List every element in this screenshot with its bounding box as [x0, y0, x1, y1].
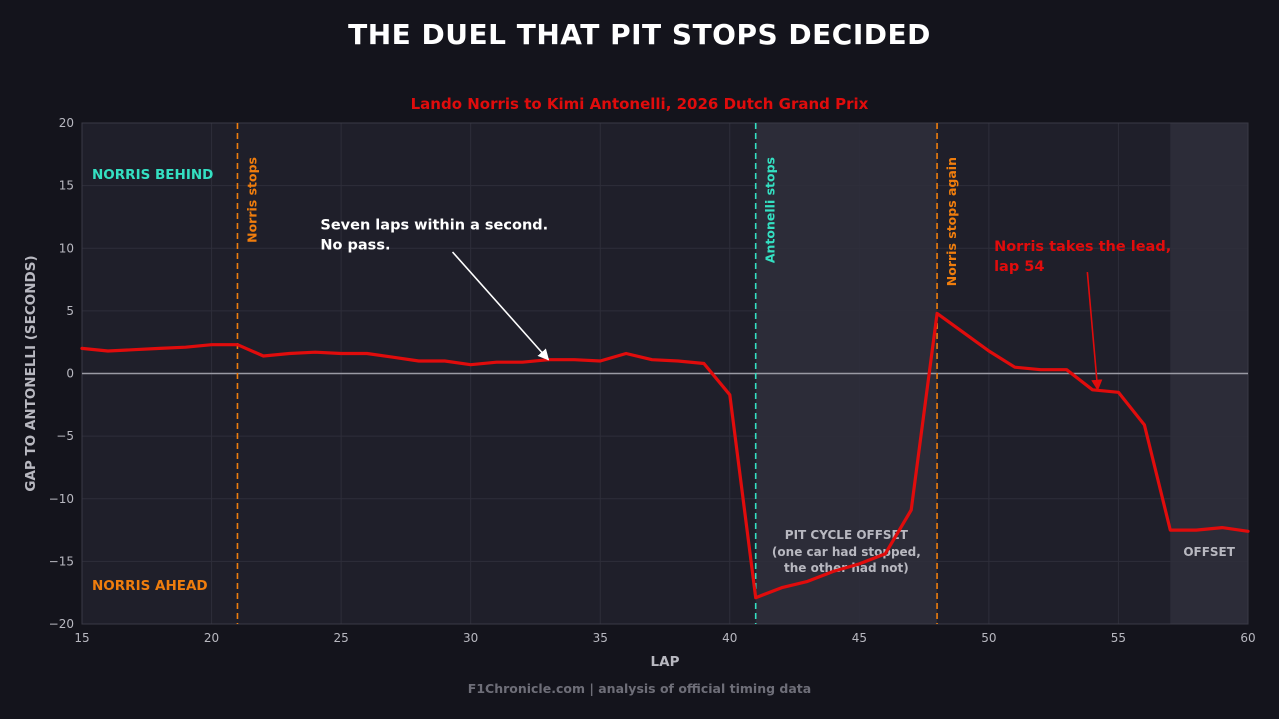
- annotation-0-arrow: [451, 251, 550, 361]
- x-tick-label: 55: [1111, 631, 1126, 645]
- x-tick-label: 40: [722, 631, 737, 645]
- event-label-2: Norris stops again: [944, 157, 959, 286]
- offset-label: OFFSET: [1183, 545, 1235, 559]
- y-tick-label: −15: [49, 554, 74, 568]
- x-tick-label: 45: [852, 631, 867, 645]
- y-tick-label: 10: [59, 241, 74, 255]
- x-tick-label: 35: [593, 631, 608, 645]
- annotation-1-arrow: [1086, 271, 1103, 391]
- x-tick-label: 60: [1240, 631, 1255, 645]
- annotation-1-line-1: Norris takes the lead,: [994, 239, 1171, 255]
- annotation-0-line-2: No pass.: [320, 237, 390, 253]
- pit-cycle-sublabel-1: (one car had stopped,: [772, 545, 921, 559]
- y-tick-label: 0: [66, 367, 74, 381]
- annotation-0-line-1: Seven laps within a second.: [320, 217, 548, 233]
- pit-cycle-label: PIT CYCLE OFFSET: [785, 528, 909, 542]
- event-label-1: Antonelli stops: [763, 157, 778, 263]
- event-label-0: Norris stops: [244, 157, 259, 243]
- y-axis-label: GAP TO ANTONELLI (SECONDS): [23, 255, 39, 491]
- source-footer: F1Chronicle.com | analysis of official t…: [467, 681, 812, 696]
- x-axis-label: LAP: [651, 654, 680, 670]
- zone-label-ahead: NORRIS AHEAD: [92, 578, 208, 594]
- gap-series-line: [80, 311, 1250, 600]
- y-tick-label: −5: [56, 429, 74, 443]
- x-tick-label: 15: [74, 631, 89, 645]
- annotation-1-line-2: lap 54: [994, 259, 1044, 275]
- zone-label-behind: NORRIS BEHIND: [92, 167, 213, 183]
- y-tick-label: 15: [59, 179, 74, 193]
- x-tick-label: 20: [204, 631, 219, 645]
- y-tick-label: −10: [49, 492, 74, 506]
- x-tick-label: 30: [463, 631, 478, 645]
- chart-title: THE DUEL THAT PIT STOPS DECIDED: [348, 18, 931, 51]
- y-tick-label: −20: [49, 617, 74, 631]
- x-tick-label: 50: [981, 631, 996, 645]
- x-tick-label: 25: [333, 631, 348, 645]
- y-tick-label: 20: [59, 116, 74, 130]
- y-tick-label: 5: [66, 304, 74, 318]
- chart-subtitle: Lando Norris to Kimi Antonelli, 2026 Dut…: [410, 95, 869, 113]
